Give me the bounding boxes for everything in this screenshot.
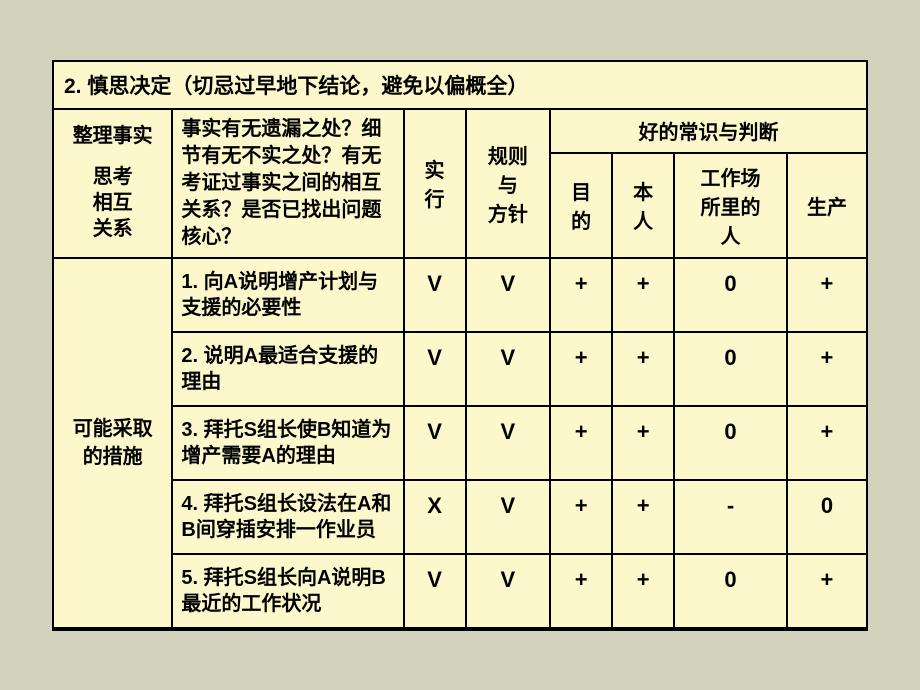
cell-self: + xyxy=(612,554,674,628)
cell-purpose: + xyxy=(550,406,612,480)
action-cell: 4. 拜托S组长设法在A和B间穿插安排一作业员 xyxy=(172,480,403,554)
cell-exec: X xyxy=(404,480,466,554)
hdr-exec: 实行 xyxy=(404,109,466,258)
cell-production: + xyxy=(787,332,866,406)
cell-exec: V xyxy=(404,258,466,332)
hdr-think-relations: 思考相互关系 xyxy=(54,153,172,258)
cell-purpose: + xyxy=(550,332,612,406)
cell-self: + xyxy=(612,480,674,554)
cell-purpose: + xyxy=(550,480,612,554)
cell-rule: V xyxy=(466,480,551,554)
cell-production: + xyxy=(787,406,866,480)
hdr-workplace: 工作场所里的人 xyxy=(674,153,787,258)
cell-workplace: 0 xyxy=(674,406,787,480)
hdr-self: 本人 xyxy=(612,153,674,258)
cell-exec: V xyxy=(404,406,466,480)
title-row: 2. 慎思决定（切忌过早地下结论，避免以偏概全） xyxy=(54,62,866,109)
action-cell: 5. 拜托S组长向A说明B最近的工作状况 xyxy=(172,554,403,628)
action-cell: 2. 说明A最适合支援的理由 xyxy=(172,332,403,406)
table-row: 5. 拜托S组长向A说明B最近的工作状况 V V + + 0 + xyxy=(54,554,866,628)
header-row-1: 整理事实 事实有无遗漏之处？细节有无不实之处？有无考证过事实之间的相互关系？是否… xyxy=(54,109,866,153)
table-row: 可能采取的措施 1. 向A说明增产计划与支援的必要性 V V + + 0 + xyxy=(54,258,866,332)
table-row: 2. 说明A最适合支援的理由 V V + + 0 + xyxy=(54,332,866,406)
hdr-questions: 事实有无遗漏之处？细节有无不实之处？有无考证过事实之间的相互关系？是否已找出问题… xyxy=(172,109,403,258)
decision-table: 2. 慎思决定（切忌过早地下结论，避免以偏概全） 整理事实 事实有无遗漏之处？细… xyxy=(54,62,866,629)
hdr-organize-facts: 整理事实 xyxy=(54,109,172,153)
table-row: 3. 拜托S组长使B知道为增产需要A的理由 V V + + 0 + xyxy=(54,406,866,480)
hdr-judgment-group: 好的常识与判断 xyxy=(550,109,866,153)
section-title: 2. 慎思决定（切忌过早地下结论，避免以偏概全） xyxy=(54,62,866,109)
cell-rule: V xyxy=(466,258,551,332)
cell-production: + xyxy=(787,258,866,332)
hdr-rules: 规则与方针 xyxy=(466,109,551,258)
decision-table-sheet: 2. 慎思决定（切忌过早地下结论，避免以偏概全） 整理事实 事实有无遗漏之处？细… xyxy=(52,60,868,631)
action-cell: 3. 拜托S组长使B知道为增产需要A的理由 xyxy=(172,406,403,480)
cell-self: + xyxy=(612,406,674,480)
cell-workplace: 0 xyxy=(674,332,787,406)
cell-workplace: - xyxy=(674,480,787,554)
cell-exec: V xyxy=(404,332,466,406)
cell-purpose: + xyxy=(550,554,612,628)
cell-workplace: 0 xyxy=(674,554,787,628)
cell-self: + xyxy=(612,332,674,406)
cell-rule: V xyxy=(466,406,551,480)
table-row: 4. 拜托S组长设法在A和B间穿插安排一作业员 X V + + - 0 xyxy=(54,480,866,554)
cell-self: + xyxy=(612,258,674,332)
hdr-production: 生产 xyxy=(787,153,866,258)
cell-production: + xyxy=(787,554,866,628)
cell-rule: V xyxy=(466,332,551,406)
cell-purpose: + xyxy=(550,258,612,332)
cell-production: 0 xyxy=(787,480,866,554)
cell-rule: V xyxy=(466,554,551,628)
cell-exec: V xyxy=(404,554,466,628)
action-cell: 1. 向A说明增产计划与支援的必要性 xyxy=(172,258,403,332)
row-group-label: 可能采取的措施 xyxy=(54,258,172,628)
cell-workplace: 0 xyxy=(674,258,787,332)
hdr-purpose: 目的 xyxy=(550,153,612,258)
